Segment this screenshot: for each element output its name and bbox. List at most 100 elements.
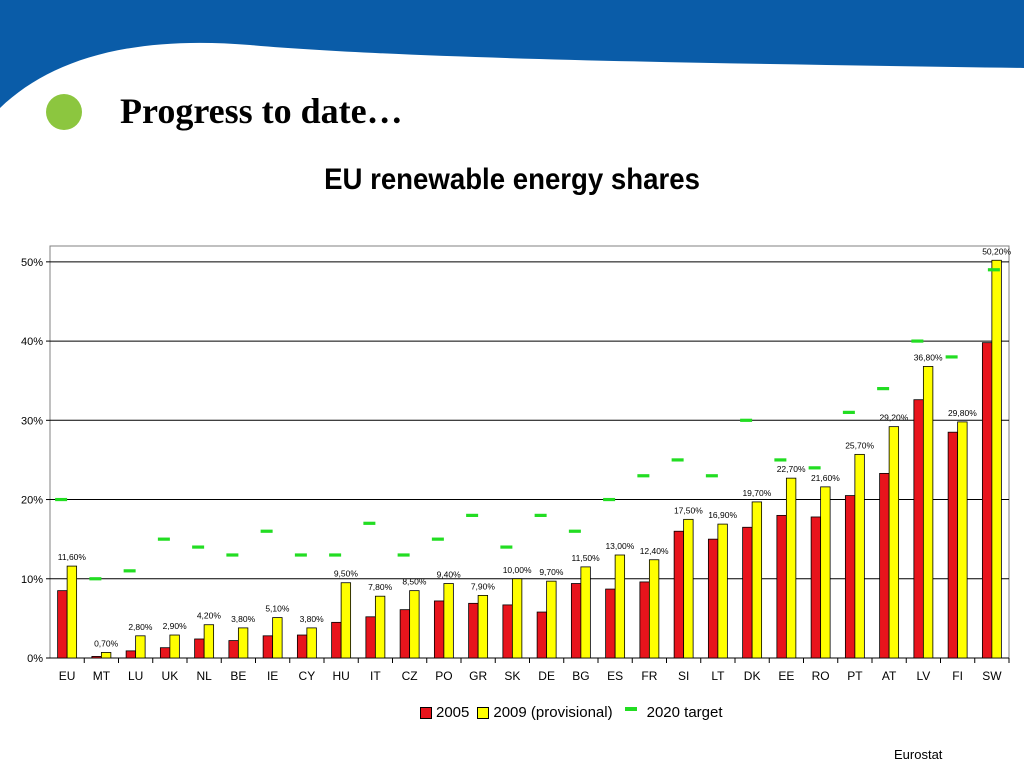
- target-marker: [808, 466, 821, 470]
- target-marker: [774, 458, 787, 462]
- bar-2005: [844, 495, 856, 659]
- target-marker: [89, 577, 102, 581]
- x-tick-label: BG: [572, 669, 589, 683]
- x-tick-label: ES: [607, 669, 623, 683]
- data-label: 2,80%: [128, 622, 153, 632]
- bar-2005: [262, 635, 274, 659]
- data-label: 4,20%: [197, 611, 222, 621]
- bar-2005: [536, 611, 548, 659]
- source-note: Eurostat: [894, 747, 943, 762]
- target-marker: [431, 537, 444, 541]
- bar-2005: [296, 634, 308, 659]
- x-tick-label: MT: [93, 669, 111, 683]
- data-label: 7,80%: [368, 582, 393, 592]
- target-marker: [123, 569, 136, 573]
- target-marker: [397, 553, 410, 557]
- data-label: 50,20%: [982, 246, 1011, 256]
- bar-2009: [854, 453, 865, 659]
- data-label: 29,20%: [879, 413, 908, 423]
- data-label: 11,60%: [58, 552, 87, 562]
- bar-2005: [399, 609, 411, 659]
- x-tick-label: HU: [332, 669, 349, 683]
- data-label: 29,80%: [948, 408, 977, 418]
- chart-legend: 2005 2009 (provisional) 2020 target: [420, 704, 731, 721]
- target-marker: [329, 553, 342, 557]
- data-label: 12,40%: [640, 546, 669, 556]
- bar-2009: [991, 259, 1002, 659]
- legend-label-2005: 2005: [436, 704, 470, 721]
- bar-2009: [340, 582, 352, 659]
- bar-2009: [785, 477, 797, 659]
- bar-2005: [433, 600, 445, 659]
- legend-label-target: 2020 target: [646, 704, 723, 721]
- header-banner: [0, 0, 1024, 108]
- y-tick-label: 50%: [21, 257, 43, 269]
- y-tick-label: 10%: [21, 574, 43, 586]
- target-marker: [55, 497, 68, 502]
- bar-2005: [879, 472, 890, 659]
- x-tick-label: PO: [435, 669, 452, 683]
- data-label: 13,00%: [605, 541, 634, 551]
- y-tick-label: 30%: [21, 415, 43, 427]
- data-label: 2,90%: [163, 621, 188, 631]
- x-tick-label: DK: [744, 669, 761, 683]
- data-label: 19,70%: [742, 488, 771, 498]
- bar-2005: [331, 621, 342, 659]
- data-label: 22,70%: [777, 464, 806, 474]
- data-label: 10,00%: [503, 565, 532, 575]
- bar-2009: [409, 590, 420, 659]
- x-tick-label: SW: [982, 669, 1002, 683]
- target-marker: [363, 521, 376, 525]
- legend-label-2009: 2009 (provisional): [493, 704, 613, 721]
- bar-2005: [673, 530, 685, 659]
- legend-swatch-2009: [477, 706, 490, 719]
- bar-2009: [614, 554, 626, 659]
- target-marker: [260, 529, 273, 533]
- bar-2005: [91, 656, 102, 659]
- target-marker: [740, 418, 753, 422]
- target-marker: [877, 387, 890, 391]
- bar-2005: [570, 583, 582, 659]
- bar-2005: [947, 431, 959, 659]
- x-tick-label: SK: [504, 669, 520, 683]
- target-marker: [192, 545, 205, 549]
- bar-2009: [546, 580, 557, 659]
- x-tick-label: LT: [711, 669, 725, 683]
- chart-bars: [55, 259, 1002, 659]
- legend-dash-target: [624, 706, 637, 711]
- y-tick-label: 40%: [21, 336, 43, 348]
- target-marker: [671, 458, 684, 462]
- target-marker: [294, 553, 307, 557]
- bar-2009: [717, 523, 728, 659]
- bar-2005: [502, 604, 513, 659]
- bar-2005: [468, 602, 479, 659]
- bar-chart: 0% 10% 20% 30% 40% 50% 11,60% EU 0,70% MT 2,80% LU…: [21, 245, 1012, 683]
- x-tick-label: UK: [162, 669, 179, 683]
- bar-2005: [125, 650, 137, 659]
- bar-2005: [810, 516, 822, 659]
- bar-2005: [742, 526, 753, 659]
- bar-2005: [639, 581, 650, 659]
- x-tick-label: CZ: [402, 669, 418, 683]
- bar-2009: [237, 627, 249, 659]
- chart-labels: 11,60% EU 0,70% MT 2,80% LU 2,90% UK 4,20% NL 3,80…: [58, 246, 1012, 683]
- target-marker: [466, 513, 479, 517]
- data-label: 25,70%: [845, 440, 874, 450]
- x-tick-label: GR: [469, 669, 487, 683]
- bar-2009: [203, 624, 215, 659]
- bar-2005: [228, 640, 239, 659]
- target-marker: [987, 268, 1000, 272]
- bar-2005: [913, 399, 924, 659]
- bar-2009: [306, 627, 317, 659]
- target-marker: [226, 553, 239, 557]
- x-tick-label: CY: [299, 669, 316, 683]
- bar-2009: [374, 595, 386, 659]
- bar-2009: [820, 486, 831, 659]
- x-tick-label: SI: [678, 669, 689, 683]
- bar-2005: [365, 616, 376, 659]
- data-label: 3,80%: [231, 614, 256, 624]
- target-marker: [911, 339, 924, 343]
- data-label: 11,50%: [572, 553, 601, 563]
- data-label: 21,60%: [811, 473, 840, 483]
- legend-item-2009: 2009 (provisional): [477, 704, 613, 721]
